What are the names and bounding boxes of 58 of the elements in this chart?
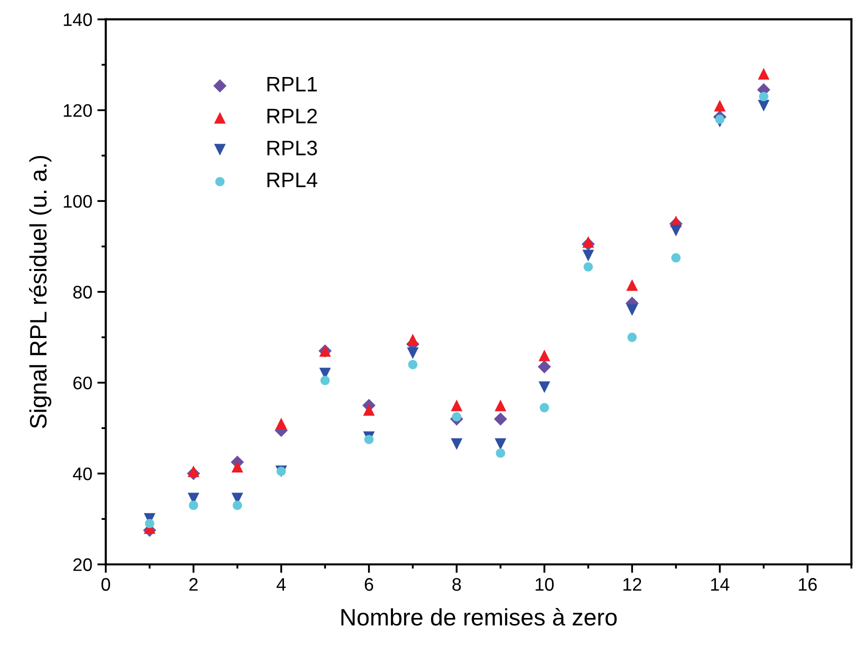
point [188,500,198,510]
point [364,434,374,444]
point [538,381,550,394]
point [144,518,154,528]
y-axis-title: Signal RPL résiduel (u. a.) [29,156,52,428]
point [232,460,244,473]
point [232,500,242,510]
x-tick-label: 0 [101,578,110,591]
point [188,465,200,478]
x-tick-label: 16 [798,578,817,591]
point [320,376,330,386]
x-tick-label: 2 [189,578,198,591]
point [714,100,726,112]
point [408,360,418,370]
point [494,438,506,450]
legend-label: RPL4 [267,172,318,188]
point [496,448,506,458]
point [450,438,462,450]
x-tick-label: 4 [276,578,286,591]
point [582,250,594,262]
x-tick-label: 10 [536,578,554,591]
point [406,347,419,359]
point [582,236,594,248]
y-tick-label: 60 [73,376,92,390]
legend-label: RPL2 [267,108,317,124]
y-tick-label: 40 [72,467,92,480]
point [275,418,288,430]
point [670,224,682,236]
point [406,334,419,346]
point [494,412,508,426]
y-tick-label: 80 [73,286,92,299]
legend-label: RPL3 [267,140,317,156]
point [494,400,506,412]
x-tick-label: 14 [711,578,730,591]
y-tick-label: 20 [73,558,92,572]
point [538,360,551,374]
point [540,403,550,412]
point [363,404,375,416]
point [671,253,681,262]
y-tick-label: 120 [64,104,92,117]
point [759,92,768,102]
point [584,262,593,272]
legend-label: RPL1 [267,77,317,92]
point [626,304,638,316]
point [627,332,637,342]
point [715,114,724,124]
x-tick-label: 12 [623,578,642,591]
y-tick-label: 100 [64,194,92,208]
point [452,412,462,422]
point [626,279,638,291]
point [758,100,770,112]
x-tick-label: 6 [364,578,374,591]
point [538,350,550,362]
point [450,400,462,412]
x-tick-label: 8 [452,578,461,591]
x-axis-title: Nombre de remises à zero [341,608,617,626]
y-tick-label: 140 [64,13,92,26]
point [758,68,770,80]
